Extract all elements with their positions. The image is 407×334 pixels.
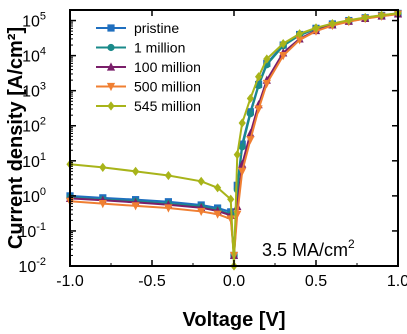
data-point [132, 166, 140, 176]
data-point [131, 202, 140, 211]
data-point [213, 210, 222, 219]
legend: pristine 1 million 100 million 500 million 5… [96, 20, 201, 114]
y-tick-exponent: 0 [40, 186, 46, 198]
data-point [378, 10, 386, 20]
x-tick-label: -0.5 [138, 273, 166, 290]
data-point [197, 176, 205, 186]
data-point [238, 143, 246, 151]
data-point [107, 101, 115, 111]
data-point [255, 72, 263, 82]
series-line [69, 12, 399, 256]
legend-label: 1 million [134, 40, 185, 56]
data-point [295, 36, 304, 45]
y-tick-label: 104 [22, 46, 46, 66]
data-point [238, 118, 246, 128]
data-point [107, 43, 115, 52]
y-tick-label: 105 [22, 11, 46, 31]
data-point [279, 52, 288, 61]
data-point [263, 54, 271, 64]
x-tick-label: -1.0 [56, 273, 84, 290]
series-line [69, 12, 399, 267]
x-tick-label: 0.0 [223, 273, 245, 290]
data-point [197, 207, 206, 217]
data-point [345, 15, 353, 25]
y-tick-base: 10 [22, 84, 40, 101]
data-point [238, 167, 247, 176]
legend-label: pristine [134, 20, 179, 36]
y-tick-label: 102 [22, 116, 46, 136]
x-axis-title: Voltage [V] [183, 309, 286, 331]
y-tick-exponent: 2 [40, 116, 46, 128]
data-point [279, 39, 287, 49]
legend-item: 100 million [96, 59, 201, 75]
legend-label: 500 million [134, 79, 201, 95]
legend-item: 1 million [96, 40, 185, 56]
series-line [69, 13, 399, 256]
series-layer [65, 8, 403, 271]
y-tick-label: 100 [22, 186, 46, 206]
data-point [106, 62, 116, 71]
data-point [246, 136, 255, 145]
y-tick-exponent: 5 [40, 11, 46, 23]
y-tick-label: 103 [22, 81, 46, 101]
y-tick-base: 10 [22, 14, 40, 31]
data-point [214, 183, 222, 193]
data-point [328, 18, 336, 29]
data-point [106, 82, 116, 92]
data-point [254, 105, 263, 114]
y-tick-exponent: 3 [40, 81, 46, 93]
data-point [99, 162, 107, 172]
y-tick-label: 10-2 [18, 256, 46, 276]
x-axis: -1.0 -0.5 0.0 0.5 1.0 [56, 10, 407, 290]
data-point [164, 204, 173, 213]
data-point [361, 12, 369, 23]
data-point [233, 150, 241, 160]
y-tick-exponent: 1 [40, 151, 46, 163]
data-point [296, 29, 304, 39]
annotation-superscript: 2 [348, 237, 355, 251]
legend-item: 545 million [96, 98, 201, 114]
series-line [69, 12, 399, 256]
data-point [227, 194, 235, 204]
x-tick-label: 0.5 [305, 273, 327, 290]
y-tick-label: 10-1 [18, 221, 46, 241]
y-tick-exponent: -1 [36, 221, 46, 233]
data-point [312, 23, 320, 33]
series-line [69, 12, 399, 256]
x-tick-label: 1.0 [387, 273, 407, 290]
series-4 [66, 8, 402, 271]
y-tick-base: 10 [22, 119, 40, 136]
y-tick-base: 10 [18, 224, 36, 241]
data-point [246, 110, 254, 118]
data-point [98, 200, 107, 209]
y-axis-title: Current density [A/cm²] [5, 27, 27, 249]
legend-label: 100 million [134, 59, 201, 75]
data-point [164, 170, 172, 181]
y-tick-exponent: 4 [40, 46, 46, 58]
y-tick-base: 10 [22, 189, 40, 206]
data-point [107, 24, 115, 32]
legend-item: 500 million [96, 79, 201, 95]
y-tick-label: 101 [22, 151, 46, 171]
y-tick-exponent: -2 [36, 256, 46, 268]
y-tick-base: 10 [18, 259, 36, 276]
annotation-text: 3.5 MA/cm [262, 240, 348, 260]
legend-item: pristine [96, 20, 179, 36]
annotation: 3.5 MA/cm2 [262, 237, 355, 260]
data-point [262, 79, 271, 89]
legend-label: 545 million [134, 98, 201, 114]
y-tick-base: 10 [22, 154, 40, 171]
data-point [246, 93, 254, 104]
y-tick-base: 10 [22, 49, 40, 66]
data-point [233, 210, 242, 219]
